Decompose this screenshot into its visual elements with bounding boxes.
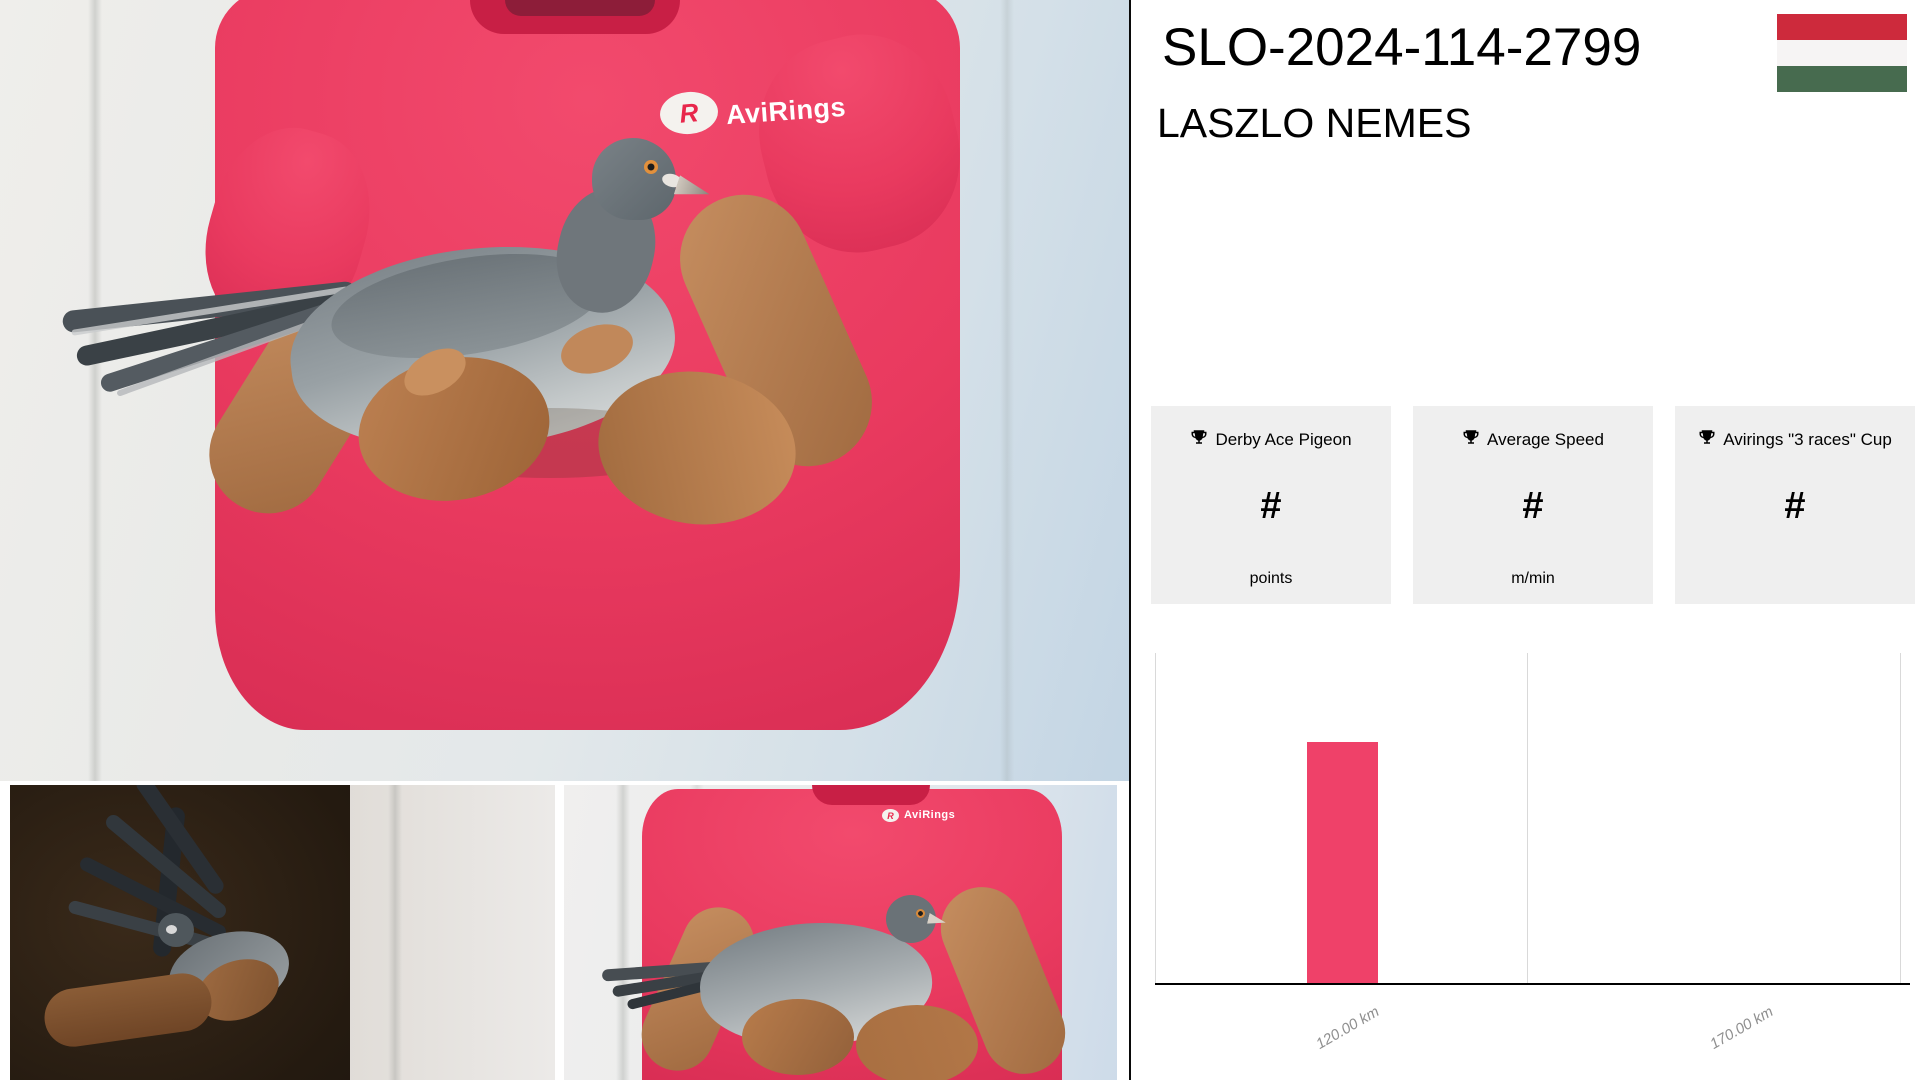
distance-bar-chart: [1155, 653, 1910, 985]
held-pigeon-photo[interactable]: R AviRings: [564, 785, 1117, 1080]
trophy-icon: [1190, 428, 1208, 451]
flag-stripe-green: [1777, 66, 1907, 92]
avirings-logo-text-small: AviRings: [904, 809, 956, 821]
gridline-right: [1900, 653, 1901, 985]
stat-card-derby-ace: Derby Ace Pigeon # points: [1151, 406, 1391, 604]
stat-value: #: [1784, 485, 1806, 527]
pigeon-eye: [644, 160, 658, 174]
gridline-left: [1155, 653, 1156, 985]
hungary-flag: [1777, 14, 1907, 92]
trophy-icon: [1462, 428, 1480, 451]
panel-divider: [1129, 0, 1131, 1080]
x-axis-line: [1155, 983, 1910, 985]
trophy-icon: [1698, 428, 1716, 451]
stat-unit: points: [1249, 570, 1293, 587]
flag-stripe-white: [1777, 40, 1907, 66]
stat-value: #: [1260, 485, 1282, 527]
stat-card-3races-cup: Avirings "3 races" Cup #: [1675, 406, 1915, 604]
hands-small: [742, 999, 854, 1075]
avirings-logo-mark-small: R: [882, 809, 899, 822]
gridline-middle: [1527, 653, 1528, 985]
bar-120km[interactable]: [1307, 742, 1378, 983]
flag-stripe-red: [1777, 14, 1907, 40]
wing-spread-photo[interactable]: [10, 785, 555, 1080]
main-pigeon-photo[interactable]: R AviRings: [0, 0, 1129, 781]
stat-card-average-speed: Average Speed # m/min: [1413, 406, 1653, 604]
x-tick-label-120km: 120.00 km: [1313, 1003, 1383, 1053]
owner-name: LASZLO NEMES: [1157, 100, 1472, 146]
pigeon-head-held: [886, 895, 936, 943]
stat-unit: m/min: [1511, 570, 1555, 587]
stat-value: #: [1522, 485, 1544, 527]
stat-label: Avirings "3 races" Cup: [1723, 429, 1892, 449]
page-title-ring-number: SLO-2024-114-2799: [1162, 18, 1642, 77]
stat-label: Average Speed: [1487, 429, 1604, 449]
stat-label: Derby Ace Pigeon: [1215, 429, 1352, 449]
x-tick-label-170km: 170.00 km: [1707, 1003, 1777, 1053]
